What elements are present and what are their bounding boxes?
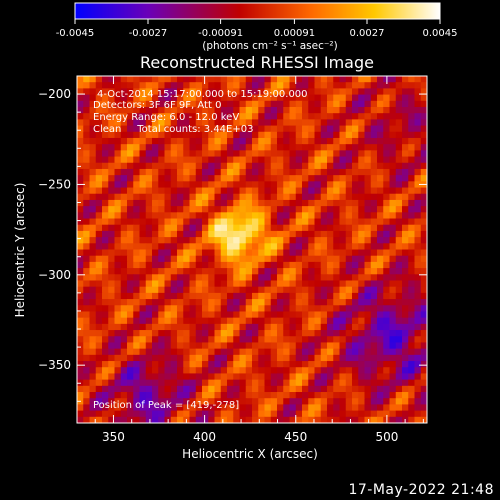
colorbar-unit-label: (photons cm⁻² s⁻¹ asec⁻²) [202, 40, 337, 52]
y-tick-label: −200 [38, 87, 71, 101]
y-axis-label: Heliocentric Y (arcsec) [13, 183, 27, 318]
chart-title: Reconstructed RHESSI Image [140, 53, 374, 72]
colorbar-tick-label: 0.0045 [423, 28, 458, 39]
annotations: 4-Oct-2014 15:17:00.000 to 15:19:00.000 … [93, 89, 308, 411]
colorbar-gradient [74, 2, 441, 20]
x-tick-label: 400 [193, 430, 216, 444]
timestamp: 17-May-2022 21:48 [348, 482, 494, 498]
colorbar-tick-label: -0.0027 [129, 28, 168, 39]
colorbar-tick-label: -0.0045 [56, 28, 95, 39]
colorbar-tick-labels: -0.0045 -0.0027 -0.00091 0.00091 0.0027 0.004… [56, 28, 458, 39]
colorbar-tick-label: -0.00091 [198, 28, 243, 39]
annotation-peak-position: Position of Peak = [419,-278] [93, 400, 239, 411]
y-tick-label: −250 [38, 177, 71, 191]
x-tick-label: 450 [284, 430, 307, 444]
y-tick-label: −300 [38, 268, 71, 282]
annotation-energy-range: Energy Range: 6.0 - 12.0 keV [93, 112, 239, 123]
annotation-clean-counts: Clean Total counts: 3.44E+03 [93, 124, 253, 135]
annotation-time-range: 4-Oct-2014 15:17:00.000 to 15:19:00.000 [97, 89, 308, 100]
plot-frame [76, 75, 428, 424]
x-tick-label: 350 [102, 430, 125, 444]
annotation-detectors: Detectors: 3F 6F 9F, Att 0 [93, 100, 221, 111]
colorbar-tick-label: 0.00091 [274, 28, 315, 39]
y-tick-label: −350 [38, 358, 71, 372]
x-axis-label: Heliocentric X (arcsec) [182, 447, 318, 461]
colorbar-tick-label: 0.0027 [350, 28, 385, 39]
colorbar-ticks [74, 19, 441, 24]
heatmap-image [77, 76, 427, 423]
colorbar: -0.0045 -0.0027 -0.00091 0.00091 0.0027 0.004… [56, 2, 458, 52]
x-tick-label: 500 [375, 430, 398, 444]
x-axis: 350 400 450 500 [94, 76, 424, 444]
y-axis: −200 −250 −300 −350 [38, 87, 427, 402]
